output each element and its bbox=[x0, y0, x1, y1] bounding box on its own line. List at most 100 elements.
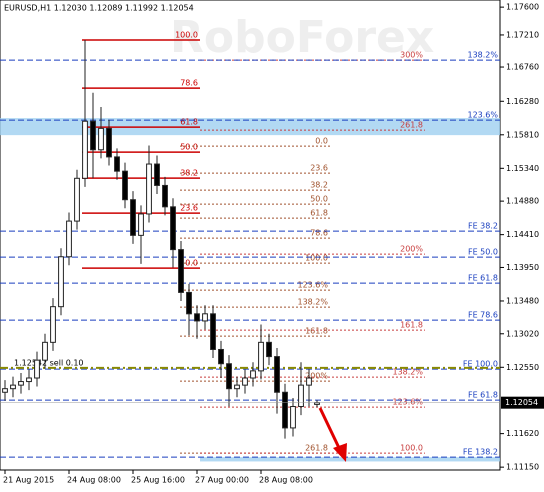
level-label: 100.0 bbox=[175, 30, 198, 39]
level-label: 123.6% bbox=[297, 281, 328, 290]
candle-body bbox=[122, 170, 128, 201]
candle-body bbox=[50, 306, 56, 343]
y-tick-label: 1.12550 bbox=[506, 363, 539, 372]
last-price-box bbox=[501, 396, 544, 409]
level-label: 0.0 bbox=[185, 259, 198, 268]
candle-body bbox=[18, 381, 24, 386]
price-zone bbox=[200, 457, 500, 462]
y-tick-label: 1.16280 bbox=[506, 97, 539, 106]
y-tick-label: 1.11150 bbox=[506, 463, 539, 472]
candle-body bbox=[178, 249, 184, 293]
candle-body bbox=[74, 177, 80, 222]
level-label: 123.6% bbox=[467, 111, 498, 120]
level-label: 0.0 bbox=[315, 137, 328, 146]
level-label: FE 100.0 bbox=[463, 360, 498, 369]
arrow bbox=[318, 407, 342, 451]
candle-body bbox=[242, 377, 248, 386]
candle-body bbox=[274, 356, 280, 393]
candle-body bbox=[66, 220, 72, 258]
last-price-label: 1.12054 bbox=[505, 398, 538, 407]
level-label: 78.6 bbox=[180, 79, 198, 88]
level-label: 123.6% bbox=[392, 398, 423, 407]
candle-body bbox=[146, 163, 152, 215]
candle-body bbox=[258, 341, 264, 372]
level-label: 78.6 bbox=[310, 229, 328, 238]
level-label: 38.2 bbox=[310, 181, 328, 190]
candle-body bbox=[234, 384, 240, 390]
candle-body bbox=[226, 363, 232, 390]
level-label: 23.6 bbox=[180, 204, 198, 213]
level-label: 23.6 bbox=[310, 164, 328, 173]
candle-body bbox=[26, 377, 32, 383]
candle-body bbox=[250, 370, 256, 379]
level-label: 261.8 bbox=[400, 121, 423, 130]
candle-body bbox=[106, 127, 112, 158]
candle-body bbox=[138, 213, 144, 236]
x-tick-label: 25 Aug 16:00 bbox=[131, 476, 185, 485]
level-label: 138.2% bbox=[392, 368, 423, 377]
candle-body bbox=[90, 120, 96, 151]
level-label: 100.0 bbox=[400, 444, 423, 453]
level-label: 61.8 bbox=[310, 209, 328, 218]
level-label: FE 50.0 bbox=[468, 248, 498, 257]
level-label: 61.8 bbox=[180, 118, 198, 127]
level-label: FE 138.2 bbox=[463, 448, 498, 457]
candle-body bbox=[306, 377, 312, 386]
candle-body bbox=[34, 359, 40, 379]
level-label: FE 61.8 bbox=[468, 274, 498, 283]
plot-frame bbox=[0, 0, 501, 471]
level-label: 200% bbox=[400, 245, 423, 254]
header: EURUSD,H1 1.12030 1.12089 1.11992 1.1205… bbox=[4, 4, 194, 13]
x-tick-label: 27 Aug 00:00 bbox=[195, 476, 249, 485]
y-tick-label: 1.17210 bbox=[506, 30, 539, 39]
y-tick-label: 1.13950 bbox=[506, 263, 539, 272]
y-tick-label: 1.17600 bbox=[506, 3, 539, 12]
candle-body bbox=[194, 313, 200, 322]
level-label: 138.2% bbox=[467, 51, 498, 60]
x-tick-label: 24 Aug 08:00 bbox=[67, 476, 121, 485]
candle-body bbox=[154, 163, 160, 186]
candle-body bbox=[314, 402, 320, 405]
level-label: FE 78.6 bbox=[468, 311, 498, 320]
level-label: FE 38.2 bbox=[468, 222, 498, 231]
level-label: 100.0 bbox=[305, 254, 328, 263]
level-label: 261.8 bbox=[305, 444, 328, 453]
level-label: 50.0 bbox=[180, 143, 198, 152]
candle-body bbox=[114, 156, 120, 172]
y-tick-label: 1.14410 bbox=[506, 230, 539, 239]
candle-body bbox=[162, 184, 168, 208]
level-label: 161.8 bbox=[305, 327, 328, 336]
arrow-head bbox=[333, 443, 347, 462]
candle-body bbox=[2, 388, 8, 393]
candle-body bbox=[82, 120, 88, 179]
price-zone bbox=[0, 118, 500, 136]
candle-body bbox=[130, 199, 136, 236]
level-label: 300% bbox=[400, 51, 423, 60]
candle-body bbox=[218, 348, 224, 365]
candle-body bbox=[202, 313, 208, 322]
level-label: 50.0 bbox=[310, 195, 328, 204]
candle-body bbox=[58, 256, 64, 308]
y-tick-label: 1.16760 bbox=[506, 63, 539, 72]
level-label: 161.8 bbox=[400, 321, 423, 330]
candle-body bbox=[98, 127, 104, 151]
candle-body bbox=[170, 206, 176, 251]
candle-body bbox=[10, 384, 16, 390]
order-label: 1.12542 sell 0.10 bbox=[14, 358, 84, 367]
y-tick-label: 1.15340 bbox=[506, 164, 539, 173]
candle-body bbox=[42, 341, 48, 361]
y-tick-label: 1.15810 bbox=[506, 130, 539, 139]
y-tick-label: 1.13020 bbox=[506, 329, 539, 338]
x-tick-label: 28 Aug 08:00 bbox=[259, 476, 313, 485]
level-label: FE 61.8 bbox=[468, 391, 498, 400]
candle-body bbox=[290, 406, 296, 429]
candle-body bbox=[298, 384, 304, 408]
candle-body bbox=[282, 391, 288, 429]
y-tick-label: 1.14880 bbox=[506, 197, 539, 206]
y-tick-label: 1.11620 bbox=[506, 429, 539, 438]
x-tick-label: 21 Aug 2015 bbox=[3, 476, 54, 485]
candle-body bbox=[186, 291, 192, 315]
watermark: RoboForex bbox=[170, 12, 434, 63]
level-label: 200% bbox=[305, 372, 328, 381]
